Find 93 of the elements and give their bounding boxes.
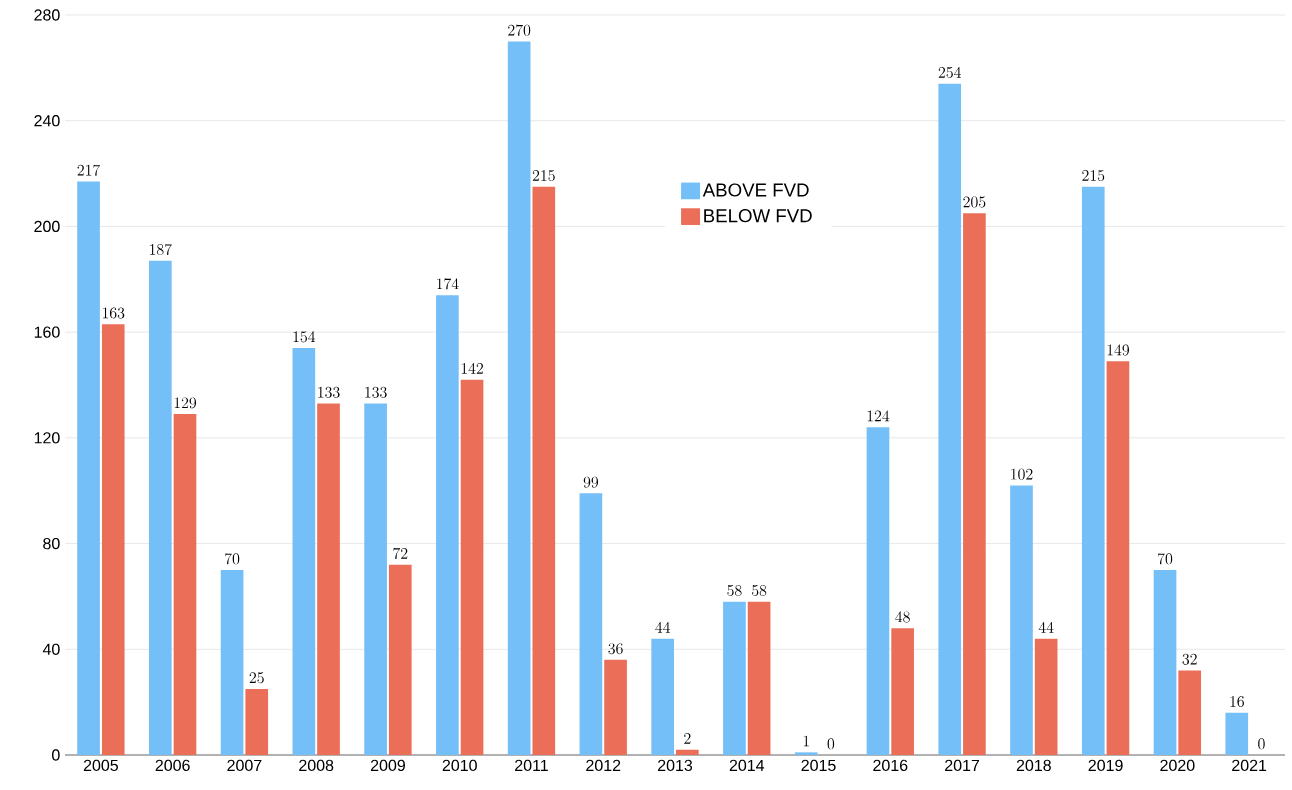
data-label: 163 — [102, 307, 125, 319]
legend-label: BELOW FVD — [704, 209, 812, 223]
bar — [938, 83, 962, 755]
data-label: 16 — [1230, 696, 1244, 708]
bar — [388, 564, 412, 755]
bar — [651, 638, 675, 755]
data-label: 72 — [393, 547, 408, 560]
bar — [101, 324, 125, 755]
bar — [292, 348, 316, 755]
y-tick-label: 80 — [43, 537, 60, 550]
data-label: 102 — [1011, 468, 1033, 480]
y-tick-label: 280 — [34, 9, 60, 21]
bar — [317, 403, 340, 755]
x-tick-label: 2020 — [1160, 759, 1195, 772]
data-label: 124 — [867, 410, 890, 422]
x-tick-label: 2009 — [370, 759, 405, 772]
data-label: 1 — [803, 735, 809, 747]
data-label: 215 — [1082, 170, 1105, 182]
bar — [676, 749, 699, 755]
x-tick-label: 2021 — [1232, 759, 1267, 772]
data-label: 215 — [532, 170, 555, 182]
data-label: 0 — [1258, 738, 1265, 750]
bar — [794, 752, 818, 755]
data-label: 270 — [508, 24, 531, 36]
data-label: 32 — [1182, 653, 1197, 665]
data-label: 149 — [1107, 344, 1129, 356]
y-tick-label: 0 — [52, 749, 60, 761]
bar — [1106, 361, 1130, 755]
data-label: 58 — [752, 585, 767, 597]
data-label: 133 — [318, 386, 340, 398]
x-tick-label: 2005 — [83, 759, 118, 772]
data-label: 0 — [827, 738, 835, 750]
y-tick-label: 120 — [34, 432, 60, 444]
data-label: 58 — [727, 585, 742, 597]
bar — [245, 688, 269, 755]
x-tick-label: 2016 — [873, 759, 908, 772]
x-tick-label: 2015 — [801, 759, 836, 772]
data-label: 187 — [150, 243, 172, 256]
x-tick-label: 2019 — [1088, 759, 1123, 772]
data-label: 44 — [655, 621, 671, 633]
data-label: 254 — [938, 66, 962, 79]
x-tick-label: 2011 — [515, 759, 548, 772]
bar — [866, 427, 890, 755]
bar — [460, 379, 484, 755]
y-tick-label: 200 — [34, 220, 60, 233]
data-label: 99 — [583, 476, 599, 488]
bar — [747, 601, 771, 755]
y-tick-label: 160 — [34, 326, 60, 338]
data-label: 133 — [365, 386, 387, 398]
x-tick-label: 2012 — [586, 759, 621, 772]
bar — [891, 628, 914, 755]
x-tick-label: 2007 — [227, 759, 262, 772]
x-tick-label: 2014 — [729, 759, 765, 772]
data-label: 174 — [437, 278, 459, 290]
x-tick-label: 2017 — [945, 759, 980, 772]
bar — [723, 601, 746, 755]
bar — [532, 186, 556, 755]
bar — [1081, 186, 1105, 755]
bar — [1178, 670, 1202, 755]
data-label: 70 — [225, 553, 240, 565]
y-tick-label: 240 — [34, 115, 60, 127]
data-label: 36 — [608, 643, 623, 655]
bar — [1153, 570, 1177, 755]
bar — [1034, 638, 1058, 755]
bar — [77, 181, 100, 755]
y-tick-label: 40 — [42, 643, 60, 655]
bar — [507, 41, 531, 755]
x-tick-label: 2008 — [299, 759, 334, 772]
x-tick-label: 2010 — [442, 759, 477, 772]
bar — [579, 493, 603, 755]
bar — [364, 403, 387, 755]
bar — [436, 295, 459, 755]
data-label: 2 — [684, 733, 691, 744]
x-tick-label: 2006 — [155, 759, 190, 772]
data-label: 44 — [1038, 621, 1054, 633]
data-label: 142 — [461, 362, 483, 374]
data-label: 129 — [174, 397, 197, 409]
data-label: 217 — [77, 164, 101, 176]
bar — [148, 260, 172, 755]
bar — [1225, 712, 1249, 755]
data-label: 48 — [895, 611, 910, 623]
data-label: 70 — [1158, 553, 1173, 565]
legend-label: ABOVE FVD — [702, 183, 809, 197]
x-tick-label: 2013 — [658, 759, 693, 772]
bar — [1010, 485, 1033, 755]
data-label: 205 — [963, 196, 986, 208]
bar — [963, 213, 986, 755]
x-tick-label: 2018 — [1016, 759, 1051, 772]
data-label: 154 — [293, 331, 316, 343]
bar — [604, 659, 627, 755]
bar — [173, 414, 197, 755]
data-label: 25 — [249, 672, 264, 684]
bar — [220, 570, 244, 755]
